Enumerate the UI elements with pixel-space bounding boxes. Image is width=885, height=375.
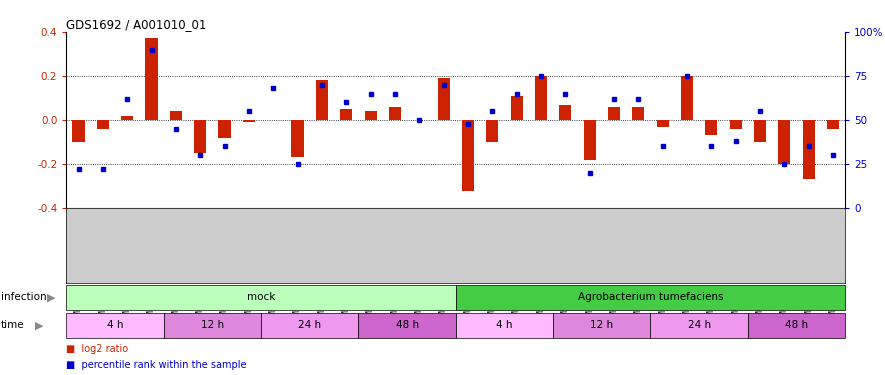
FancyBboxPatch shape — [66, 313, 164, 338]
Bar — [121, 116, 134, 120]
Bar — [316, 80, 328, 120]
Text: 4 h: 4 h — [496, 320, 512, 330]
Bar — [170, 111, 182, 120]
FancyBboxPatch shape — [553, 313, 650, 338]
Bar — [73, 120, 85, 142]
FancyBboxPatch shape — [456, 285, 845, 310]
Bar — [729, 120, 742, 129]
Bar — [340, 109, 352, 120]
FancyBboxPatch shape — [66, 285, 456, 310]
Text: mock: mock — [247, 292, 275, 302]
Text: ▶: ▶ — [47, 292, 56, 302]
Text: GDS1692 / A001010_01: GDS1692 / A001010_01 — [66, 18, 207, 31]
Text: ■  log2 ratio: ■ log2 ratio — [66, 344, 128, 354]
Bar — [96, 120, 109, 129]
FancyBboxPatch shape — [358, 313, 456, 338]
Bar — [511, 96, 523, 120]
Bar — [754, 120, 766, 142]
Text: 24 h: 24 h — [688, 320, 711, 330]
Bar — [608, 107, 620, 120]
Text: ■  percentile rank within the sample: ■ percentile rank within the sample — [66, 360, 247, 370]
FancyBboxPatch shape — [650, 313, 748, 338]
Text: ▶: ▶ — [35, 320, 43, 330]
Text: 4 h: 4 h — [107, 320, 123, 330]
Text: 48 h: 48 h — [785, 320, 808, 330]
Bar — [657, 120, 669, 127]
Text: 48 h: 48 h — [396, 320, 419, 330]
Bar — [219, 120, 231, 138]
Bar — [535, 76, 547, 120]
Bar — [486, 120, 498, 142]
Bar — [705, 120, 718, 135]
Bar — [389, 107, 401, 120]
Text: 12 h: 12 h — [201, 320, 224, 330]
FancyBboxPatch shape — [748, 313, 845, 338]
Bar — [437, 78, 450, 120]
Text: Agrobacterium tumefaciens: Agrobacterium tumefaciens — [578, 292, 723, 302]
Text: time: time — [1, 320, 25, 330]
Text: 24 h: 24 h — [298, 320, 321, 330]
Bar — [778, 120, 790, 164]
Bar — [827, 120, 839, 129]
Bar — [365, 111, 377, 120]
FancyBboxPatch shape — [164, 313, 261, 338]
Bar — [632, 107, 644, 120]
Text: infection: infection — [1, 292, 47, 302]
FancyBboxPatch shape — [261, 313, 358, 338]
Text: 12 h: 12 h — [590, 320, 613, 330]
Bar — [291, 120, 304, 158]
Bar — [194, 120, 206, 153]
Bar — [803, 120, 815, 180]
Bar — [462, 120, 474, 190]
Bar — [583, 120, 596, 160]
FancyBboxPatch shape — [456, 313, 553, 338]
Bar — [559, 105, 572, 120]
Bar — [242, 120, 255, 122]
Bar — [145, 39, 158, 120]
Bar — [681, 76, 693, 120]
